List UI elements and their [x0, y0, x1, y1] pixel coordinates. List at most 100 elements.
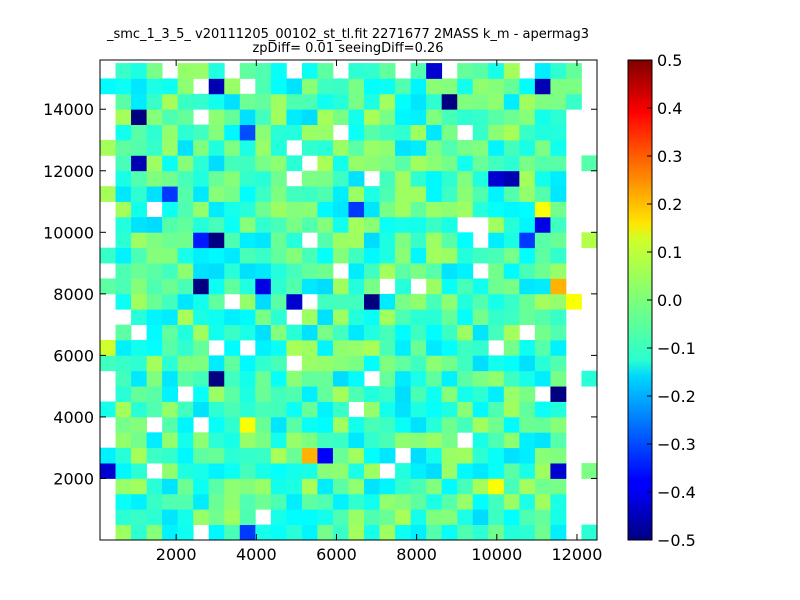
heatmap-cell — [395, 432, 412, 449]
heatmap-cell — [208, 293, 225, 310]
heatmap-cell — [503, 109, 520, 126]
heatmap-cell — [317, 263, 334, 279]
heatmap-cell — [255, 201, 272, 218]
heatmap-cell — [534, 324, 551, 341]
heatmap-cell — [224, 509, 241, 526]
heatmap-cell — [115, 155, 132, 172]
heatmap-cell — [379, 124, 396, 141]
heatmap-cell — [426, 186, 443, 202]
heatmap-cell — [379, 216, 396, 233]
heatmap-cell — [395, 463, 412, 479]
heatmap-cell — [146, 432, 163, 449]
heatmap-cell — [426, 201, 443, 218]
heatmap-cell — [457, 416, 474, 433]
heatmap-cell — [100, 140, 116, 156]
heatmap-cell — [534, 155, 551, 172]
heatmap-cell — [224, 447, 241, 464]
heatmap-cell — [332, 78, 349, 95]
heatmap-cell — [379, 155, 396, 172]
heatmap-cell — [550, 109, 567, 126]
heatmap-cell — [519, 370, 536, 387]
heatmap-cell — [488, 432, 505, 449]
heatmap-cell — [301, 463, 318, 479]
heatmap-cell — [317, 509, 334, 526]
heatmap-cell — [317, 232, 334, 249]
heatmap-cell — [131, 93, 147, 110]
heatmap-cell — [457, 324, 474, 341]
heatmap-cell — [426, 416, 443, 433]
heatmap-cell — [534, 124, 551, 141]
heatmap-cell — [379, 447, 396, 464]
heatmap-cell — [332, 170, 349, 187]
heatmap-cell — [348, 124, 365, 141]
heatmap-cell — [550, 416, 567, 433]
heatmap-cell — [255, 370, 272, 387]
heatmap-cell — [224, 124, 241, 141]
heatmap-cell — [441, 524, 458, 540]
heatmap-cell — [162, 263, 179, 279]
heatmap-cell — [131, 478, 147, 495]
heatmap-cell — [115, 447, 132, 464]
heatmap-cell — [115, 524, 132, 540]
heatmap-cell — [519, 78, 536, 95]
heatmap-cell — [519, 309, 536, 326]
y-axis-ticks: 2000 4000 6000 8000 10000 12000 14000 — [43, 100, 597, 488]
heatmap-cell — [441, 293, 458, 310]
heatmap-cell — [488, 216, 505, 233]
heatmap-cell — [332, 416, 349, 433]
heatmap-cell — [255, 493, 272, 510]
heatmap-cell — [364, 78, 380, 95]
heatmap-cell — [162, 386, 179, 402]
heatmap-cell — [488, 109, 505, 126]
heatmap-cell — [270, 416, 287, 433]
heatmap-cell — [379, 509, 396, 526]
heatmap-cell — [441, 478, 458, 495]
heatmap-cell — [301, 432, 318, 449]
heatmap-cell — [348, 155, 365, 172]
heatmap-cell — [162, 463, 179, 479]
heatmap-cell — [270, 278, 287, 295]
heatmap-cell — [519, 263, 536, 279]
heatmap-cell — [534, 263, 551, 279]
heatmap-cell — [270, 140, 287, 156]
heatmap-cell — [208, 401, 225, 418]
colorbar-tick-label: 0.0 — [657, 291, 682, 310]
heatmap-cell — [364, 324, 380, 341]
heatmap-cell — [441, 140, 458, 156]
y-tick-label: 4000 — [53, 408, 94, 427]
heatmap-cell — [224, 278, 241, 295]
heatmap-cell — [270, 170, 287, 187]
heatmap-cell — [162, 124, 179, 141]
heatmap-cell — [534, 478, 551, 495]
heatmap-cell — [534, 186, 551, 202]
heatmap-cell — [426, 447, 443, 464]
heatmap-cell — [472, 432, 489, 449]
heatmap-cell — [208, 216, 225, 233]
heatmap-cell — [503, 370, 520, 387]
heatmap-cell — [503, 124, 520, 141]
heatmap-cell — [395, 124, 412, 141]
heatmap-cell — [317, 124, 334, 141]
heatmap-cell — [224, 340, 241, 356]
heatmap-cell — [177, 478, 194, 495]
heatmap-cell — [115, 340, 132, 356]
heatmap-cell — [115, 493, 132, 510]
heatmap-cell — [488, 201, 505, 218]
heatmap-cell — [131, 401, 147, 418]
heatmap-cell — [519, 201, 536, 218]
heatmap-cell — [550, 186, 567, 202]
heatmap-cell — [426, 216, 443, 233]
heatmap-cell — [441, 247, 458, 264]
heatmap-cell — [317, 478, 334, 495]
heatmap-cell — [457, 355, 474, 372]
heatmap-cell — [457, 263, 474, 279]
heatmap-cell — [332, 370, 349, 387]
heatmap-cell — [503, 93, 520, 110]
heatmap-cell — [332, 463, 349, 479]
colorbar-tick-label: 0.4 — [657, 99, 682, 118]
heatmap-cell — [255, 155, 272, 172]
heatmap-cell — [488, 447, 505, 464]
heatmap-cell — [332, 493, 349, 510]
heatmap-cell — [472, 370, 489, 387]
heatmap-cell — [550, 478, 567, 495]
